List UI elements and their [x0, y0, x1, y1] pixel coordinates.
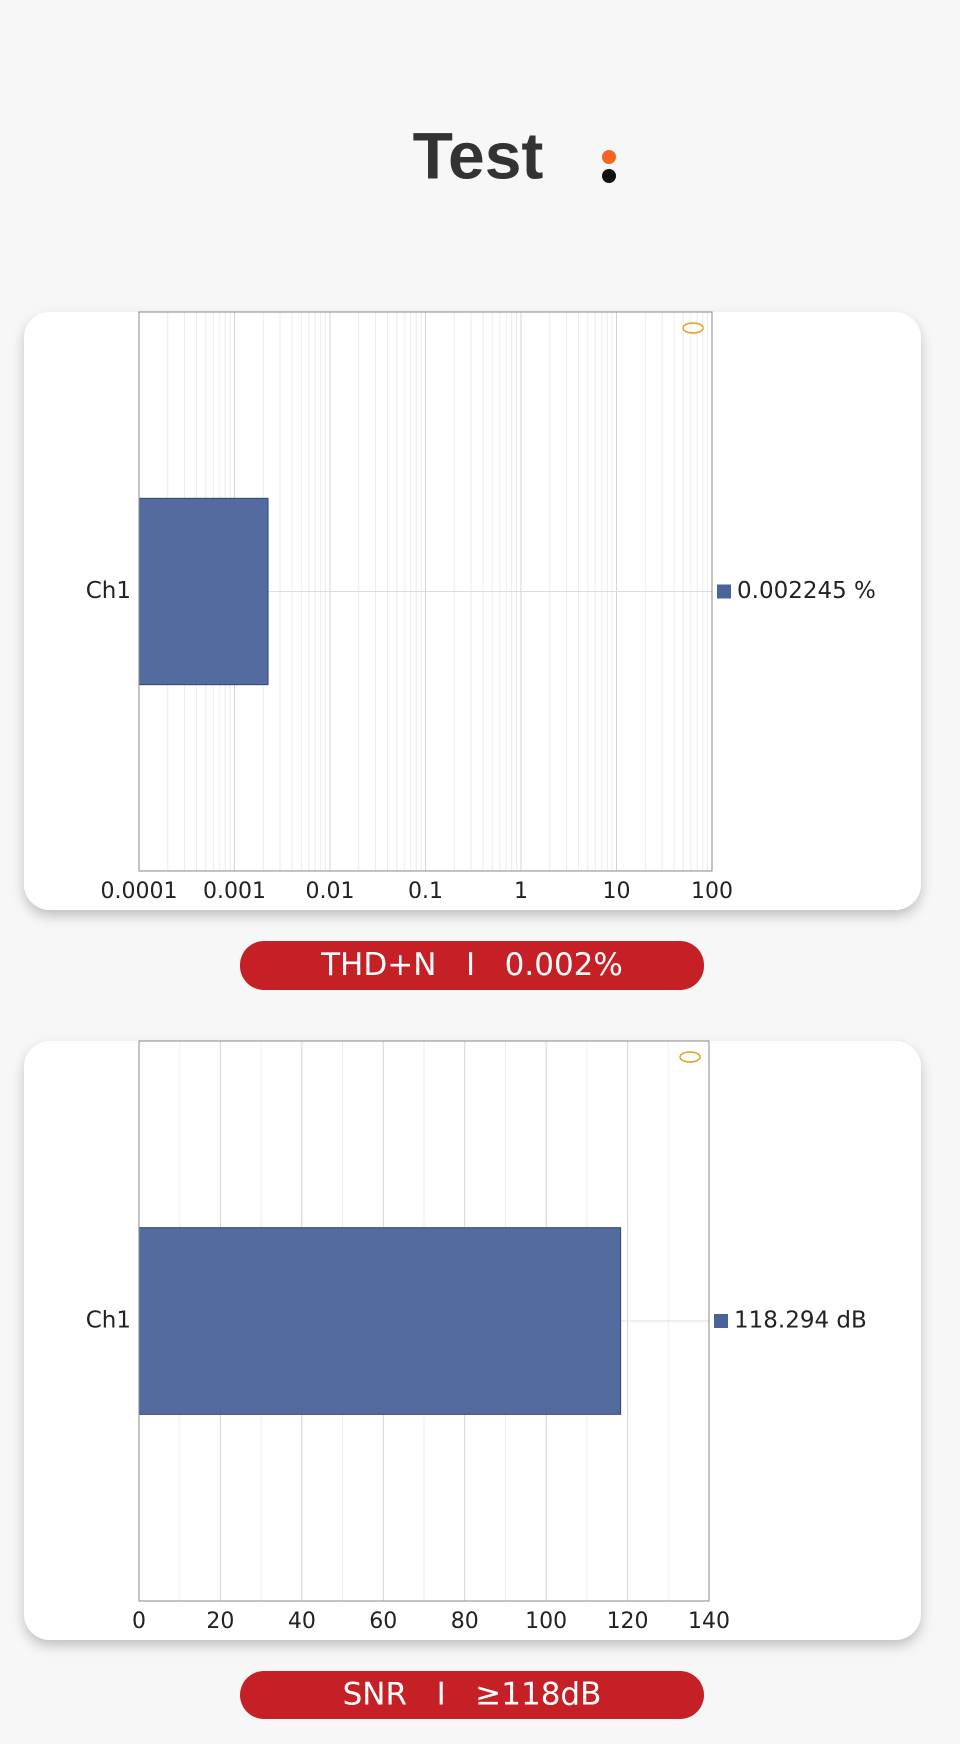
- x-tick-label: 0.1: [408, 879, 443, 904]
- x-tick-label: 10: [603, 879, 631, 904]
- x-tick-label: 120: [607, 1609, 649, 1634]
- badge-text: SNR I ≥118dB: [343, 1677, 602, 1713]
- legend-marker: [714, 1314, 728, 1328]
- value-label: 118.294 dB: [734, 1308, 867, 1334]
- x-tick-label: 140: [688, 1609, 730, 1634]
- x-tick-label: 0: [132, 1609, 146, 1634]
- x-tick-label: 20: [206, 1609, 234, 1634]
- y-tick-label: Ch1: [86, 578, 131, 604]
- badge: [240, 1671, 704, 1719]
- x-tick-label: 100: [525, 1609, 567, 1634]
- legend-marker: [717, 584, 731, 599]
- logo: [682, 322, 704, 334]
- x-tick-label: 0.0001: [101, 879, 178, 904]
- badge: [240, 941, 704, 990]
- x-tick-label: 1: [514, 879, 528, 904]
- y-tick-label: Ch1: [86, 1308, 131, 1334]
- x-tick-label: 80: [451, 1609, 479, 1634]
- plot-border: [138, 311, 713, 872]
- bar: [138, 1227, 622, 1415]
- x-tick-label: 100: [691, 879, 733, 904]
- logo: [679, 1051, 701, 1063]
- value-label: 0.002245 %: [737, 578, 876, 604]
- x-tick-label: 0.001: [203, 879, 266, 904]
- bar: [138, 497, 269, 686]
- x-tick-label: 40: [288, 1609, 316, 1634]
- dot-orange: [602, 150, 616, 164]
- x-tick-label: 0.01: [306, 879, 355, 904]
- plot-border: [138, 1040, 710, 1602]
- x-tick-label: 60: [369, 1609, 397, 1634]
- page-title: Test: [413, 118, 544, 192]
- dot-black: [602, 169, 616, 183]
- badge-text: THD+N I 0.002%: [320, 947, 623, 983]
